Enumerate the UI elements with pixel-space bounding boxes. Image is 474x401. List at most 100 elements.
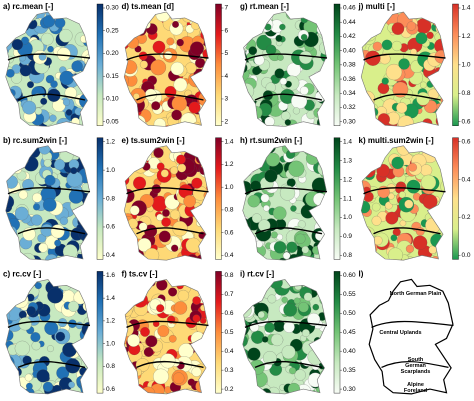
colorbar (333, 3, 341, 126)
catchment (244, 281, 256, 292)
catchment (247, 246, 258, 257)
catchment (242, 160, 255, 176)
catchment (40, 97, 48, 105)
catchment (420, 174, 437, 191)
catchment (79, 93, 90, 109)
catchment (252, 66, 261, 76)
catchment (407, 123, 420, 127)
colorbar-label: 0.2 (225, 386, 234, 393)
catchment (242, 257, 254, 261)
catchment (396, 102, 408, 114)
border (242, 11, 327, 127)
catchment (267, 294, 277, 304)
catchment (200, 212, 208, 228)
catchment (19, 64, 32, 77)
colorbar-label: 1.0 (106, 167, 115, 174)
catchment (38, 243, 48, 253)
catchment (283, 303, 297, 317)
catchment (361, 200, 371, 214)
catchment (55, 331, 66, 342)
colorbar-label: 0.10 (106, 96, 119, 103)
colorbar-label: 0.4 (225, 348, 234, 355)
catchment (5, 376, 11, 384)
catchment (265, 44, 277, 56)
catchment (361, 22, 369, 34)
catchment (202, 243, 208, 256)
colorbar-label: 0.35 (343, 367, 356, 374)
catchment (126, 36, 139, 49)
catchment (85, 12, 90, 18)
catchment (129, 12, 138, 20)
catchment (437, 207, 445, 221)
catchment (199, 74, 208, 89)
catchment (26, 306, 36, 316)
catchment (361, 154, 370, 166)
catchment (42, 381, 54, 392)
catchment (247, 384, 255, 392)
catchment (248, 20, 260, 31)
catchment (299, 50, 313, 65)
colorbar-label: 0.5 (225, 329, 234, 336)
catchment (322, 303, 327, 314)
colorbar-label: 6 (225, 27, 229, 34)
catchment (152, 40, 166, 54)
catchment (5, 92, 11, 108)
catchment (316, 23, 327, 35)
catchment (185, 237, 201, 253)
catchment (279, 77, 287, 85)
catchment (135, 122, 147, 127)
catchment (398, 58, 410, 70)
catchment (10, 17, 23, 30)
catchment (153, 147, 164, 158)
catchment (192, 121, 202, 127)
catchment (321, 108, 327, 121)
catchment (387, 247, 403, 261)
catchment (6, 279, 16, 288)
catchment (242, 287, 258, 303)
catchment (84, 284, 90, 295)
catchment (415, 32, 428, 45)
catchment (172, 21, 179, 28)
catchment (151, 101, 161, 111)
catchment (247, 347, 261, 361)
catchment (5, 159, 16, 170)
catchment (427, 14, 437, 24)
region-boundary (363, 53, 446, 101)
catchment (289, 367, 297, 375)
catchment (156, 213, 164, 221)
catchment (195, 380, 208, 393)
catchment (202, 86, 208, 94)
catchment (362, 244, 372, 254)
colorbar (452, 137, 459, 260)
catchment (50, 224, 65, 239)
catchment (206, 183, 208, 192)
catchment (86, 192, 90, 203)
catchment (156, 162, 165, 171)
catchment (361, 226, 376, 243)
catchment (249, 106, 263, 120)
catchment (242, 156, 247, 170)
catchment (192, 314, 201, 323)
catchment (124, 96, 131, 109)
catchment (242, 240, 250, 248)
colorbar (215, 137, 222, 260)
catchment (391, 156, 404, 170)
catchment (82, 301, 90, 312)
catchment (63, 390, 75, 394)
catchment (27, 81, 34, 89)
catchment (284, 119, 291, 126)
catchment (5, 285, 8, 293)
catchment (10, 24, 20, 35)
catchment (391, 22, 405, 35)
catchment (50, 80, 58, 88)
catchment (139, 60, 148, 69)
border (360, 11, 446, 127)
catchment (18, 190, 28, 200)
catchment (293, 297, 301, 305)
panel-title: k) multi.sum2win [-] (359, 136, 434, 145)
catchment (124, 250, 138, 261)
catchment (86, 242, 90, 252)
catchment (274, 68, 285, 79)
colorbar-label: 1.6 (106, 272, 115, 279)
catchment (59, 29, 73, 43)
